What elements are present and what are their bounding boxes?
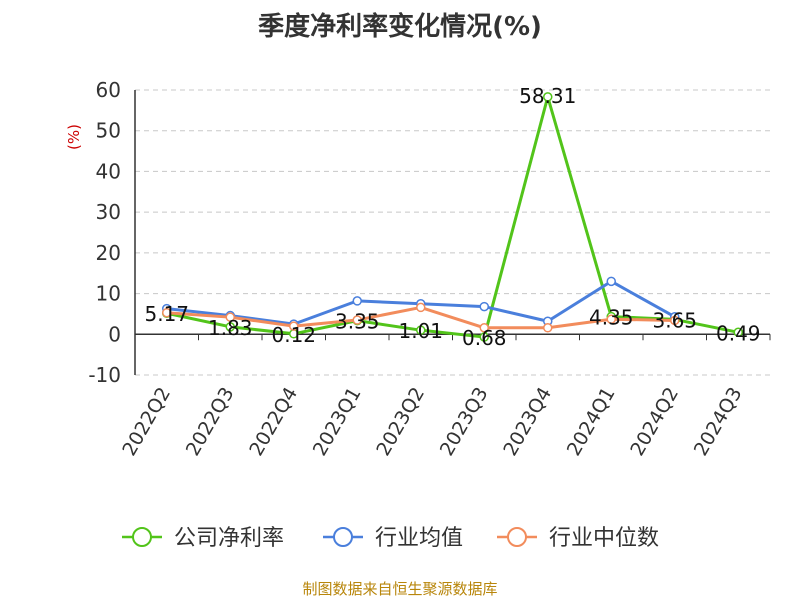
data-label: 1.83 (208, 316, 253, 340)
x-tick-label: 2022Q3 (182, 384, 239, 460)
x-tick-label: 2023Q2 (372, 384, 429, 460)
legend-marker (333, 527, 353, 547)
data-label: 1.01 (398, 319, 443, 343)
data-label: 5.17 (144, 302, 189, 326)
data-label: 0.68 (462, 326, 507, 350)
y-tick-label: 20 (96, 241, 121, 265)
x-tick-label: 2024Q2 (626, 384, 683, 460)
legend-label: 公司净利率 (174, 526, 284, 551)
legend-label: 行业中位数 (549, 526, 659, 551)
data-label: 3.65 (652, 308, 697, 332)
y-tick-label: -10 (88, 363, 121, 387)
series-line (166, 95, 739, 339)
data-point (479, 323, 489, 333)
source-note: 制图数据来自恒生聚源数据库 (302, 580, 498, 598)
data-point (543, 92, 553, 102)
y-tick-label: 50 (96, 119, 121, 143)
legend-marker (507, 527, 527, 547)
y-tick-label: 60 (96, 78, 121, 102)
data-label: 58.31 (519, 84, 576, 108)
data-label: 4.35 (589, 306, 634, 330)
x-tick-label: 2023Q4 (499, 384, 556, 460)
chart-title: 季度净利率变化情况(%) (258, 12, 542, 42)
data-point (225, 312, 235, 322)
data-point (733, 327, 743, 338)
x-tick-label: 2024Q3 (690, 384, 747, 460)
data-point (670, 315, 680, 326)
y-tick-label: 0 (108, 322, 121, 346)
data-point (479, 301, 489, 312)
x-tick-label: 2023Q3 (436, 384, 493, 460)
data-point (416, 302, 426, 313)
data-point (416, 325, 426, 335)
legend-label: 行业均值 (375, 526, 463, 551)
x-tick-label: 2023Q1 (309, 384, 366, 460)
legend-marker (132, 527, 152, 547)
data-point (352, 315, 362, 325)
data-point (479, 332, 489, 342)
data-point (606, 314, 616, 324)
data-label: 0.49 (716, 321, 761, 345)
data-label: 0.12 (271, 323, 316, 347)
y-tick-label: 30 (96, 200, 121, 224)
x-tick-label: 2024Q1 (563, 384, 620, 460)
data-point (225, 322, 235, 332)
data-label: 3.35 (335, 310, 380, 334)
x-tick-label: 2022Q4 (245, 384, 302, 460)
y-tick-label: 40 (96, 159, 121, 183)
data-point (606, 276, 616, 287)
data-point (352, 296, 362, 306)
y-tick-label: 10 (96, 282, 121, 306)
data-point (162, 307, 172, 318)
data-point (543, 323, 553, 333)
data-point (289, 321, 299, 331)
x-tick-label: 2022Q2 (118, 384, 175, 460)
